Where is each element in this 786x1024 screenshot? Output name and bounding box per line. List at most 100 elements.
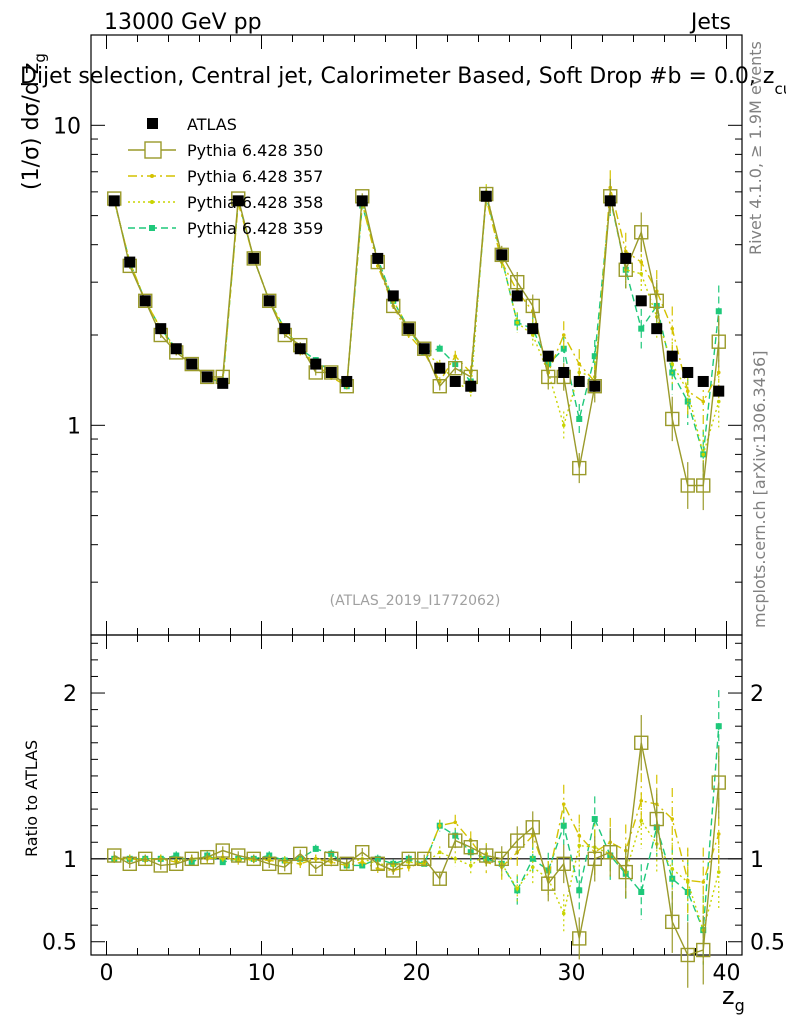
series-point [525,298,540,314]
legend-marker [144,141,162,159]
series-point [173,852,180,859]
series-point [634,225,649,240]
ratio-y-tick-label: 2 [63,682,77,707]
ratio-y-tick-label: 1 [63,848,77,873]
series-line-ratio [114,726,720,931]
legend: ATLAS Pythia 6.428 350 Pythia 6.428 357 Pyt… [128,115,323,238]
series-point [649,811,664,827]
series-point [453,820,458,825]
series-point [680,478,695,493]
series-point [696,942,711,958]
series-point [701,399,706,404]
series-point [577,833,582,838]
atlas-data-point [434,362,446,374]
series-point [510,274,525,290]
series-point [556,856,571,872]
atlas-data-point [666,350,678,362]
series-point [122,856,137,872]
series-point [560,822,567,829]
series-point [246,851,261,867]
series-point [577,843,582,848]
series-point [541,876,556,891]
legend-marker [149,225,155,231]
series-point [577,362,582,366]
series-point [262,856,277,872]
series-point [360,860,365,864]
legend-label: Pythia 6.428 350 [187,141,323,160]
ratio-series [107,690,726,988]
series-point [716,399,721,404]
series-point [448,361,463,376]
series-point [603,845,618,860]
series-point [715,723,722,730]
series-point [386,863,401,878]
legend-label: Pythia 6.428 358 [187,193,323,212]
series-point [138,293,153,309]
rivet-label: Rivet 4.1.0, ≥ 1.9M events [746,41,765,255]
plot-title-sub: cut [774,80,786,98]
series-point [262,293,277,309]
series-point [638,325,645,332]
atlas-data-point [232,195,244,207]
atlas-data-point [248,252,260,264]
series-point [715,308,722,315]
atlas-data-point [325,366,337,378]
series-point [436,345,443,352]
analysis-watermark: (ATLAS_2019_I1772062) [330,593,501,609]
atlas-data-point [310,358,322,370]
mcplots-label: mcplots.cern.ch [arXiv:1306.3436] [750,351,769,628]
atlas-data-point [372,252,384,264]
series-point [312,845,319,852]
series-point [293,846,308,862]
series-point [417,851,432,867]
legend-label: Pythia 6.428 357 [187,167,323,186]
series-point [184,356,199,372]
ratio-y-axis-label: Ratio to ATLAS [22,740,41,857]
series-point [618,864,633,880]
series-point [298,862,303,866]
x-axis-label-sub: g [735,996,745,1015]
series-point [716,870,721,874]
series-point [639,818,644,823]
series-point [680,947,695,963]
main-series [107,170,726,511]
series-point [328,850,335,857]
legend-marker [150,174,154,178]
x-axis-label: zg [722,982,745,1015]
series-point [246,251,261,266]
beam-label: 13000 GeV pp [104,10,262,35]
x-tick-label: 40 [713,961,741,986]
series-point [638,888,645,895]
series-point [401,851,416,867]
atlas-data-point [527,323,539,335]
series-point [529,855,536,862]
series-point [355,845,370,860]
series-line-main [113,187,720,403]
series-point [576,887,583,894]
atlas-data-point [449,375,461,387]
series-point [670,362,675,366]
x-tick-label: 0 [100,961,114,986]
series-point [324,851,339,867]
legend-label: ATLAS [187,115,237,134]
atlas-data-point [511,290,523,302]
x-tick-label: 20 [403,961,431,986]
series-point [634,735,649,750]
series-point [670,326,675,331]
ratio-plot-frame [90,634,743,956]
series-point [453,354,458,358]
series-point [561,802,566,806]
series-point [479,848,494,863]
atlas-data-point [279,323,291,335]
legend-marker-atlas [147,118,158,129]
series-point [184,851,199,867]
atlas-data-point [124,256,136,268]
atlas-data-point [604,195,616,207]
category-label: Jets [689,10,731,35]
atlas-data-point [403,323,415,335]
x-tick-label: 10 [248,961,276,986]
series-point [437,823,442,828]
atlas-data-point [387,290,399,302]
series-point [541,369,556,385]
main-y-axis-label-main: (1/σ) dσ/d z [19,63,44,190]
